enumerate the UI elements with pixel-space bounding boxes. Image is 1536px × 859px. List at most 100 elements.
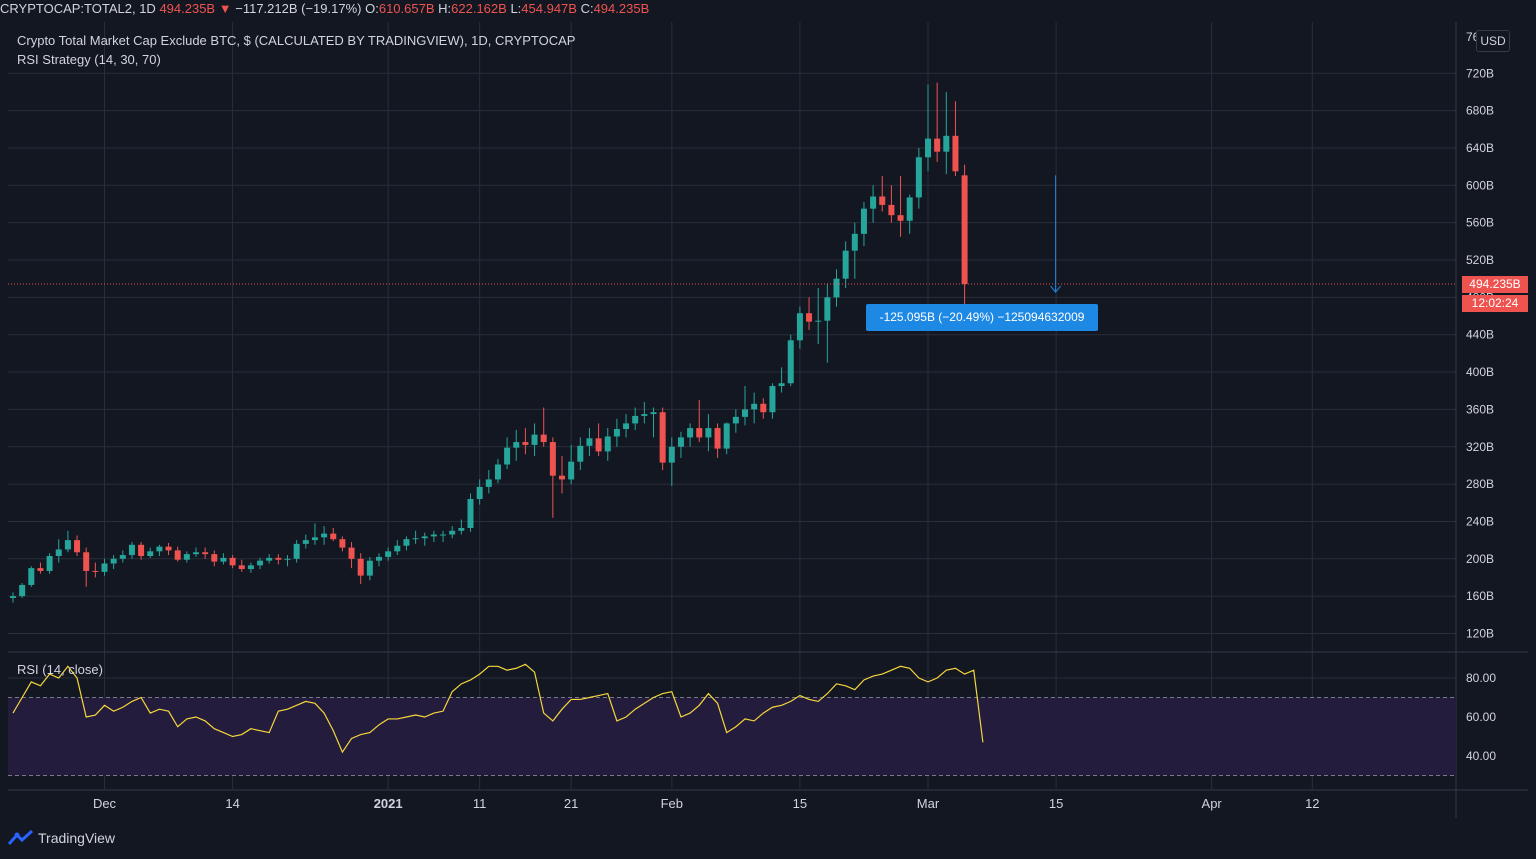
candle-body [421, 536, 428, 539]
candle-body [211, 554, 218, 562]
candle-body [623, 423, 630, 430]
candle-body [284, 558, 291, 560]
candle-body [915, 157, 922, 198]
price-tick-label: 600B [1466, 178, 1494, 192]
price-tick-label: 200B [1466, 552, 1494, 566]
measure-label[interactable]: -125.095B (−20.49%) −125094632009 [866, 304, 1098, 331]
candle-body [906, 197, 913, 221]
candle-body [586, 438, 593, 446]
time-tick-label: Dec [93, 796, 117, 811]
countdown-tag: 12:02:24 [1462, 295, 1528, 312]
price-tick-label: 440B [1466, 328, 1494, 342]
candles [10, 82, 968, 603]
time-tick-label: 11 [473, 796, 487, 811]
candle-body [476, 486, 483, 500]
candle-body [540, 434, 547, 443]
candle-body [870, 196, 877, 209]
candle-body [723, 423, 730, 449]
price-tick-label: 280B [1466, 477, 1494, 491]
candle-body [531, 434, 538, 445]
last-price: 494.235B [159, 1, 216, 16]
price-tick-label: 160B [1466, 589, 1494, 603]
price-tick-label: 520B [1466, 253, 1494, 267]
candle-body [742, 409, 748, 417]
price-tick-label: 240B [1466, 514, 1494, 528]
candle-body [632, 415, 639, 424]
candle-body [696, 428, 703, 438]
price-tick-label: 120B [1466, 627, 1494, 641]
candle-body [796, 313, 803, 341]
candle-body [467, 499, 474, 528]
candle-body [760, 403, 767, 413]
candle-body [604, 436, 611, 452]
high-label: H: [438, 1, 452, 16]
high-value: 622.162B [451, 1, 507, 16]
candle-body [815, 320, 822, 322]
candle-body [321, 533, 328, 538]
candle-body [851, 233, 858, 251]
candle-body [494, 464, 501, 480]
candle-body [577, 445, 584, 462]
candle-body [824, 297, 831, 321]
candle-body [952, 135, 959, 172]
candle-body [595, 438, 602, 452]
candle-body [522, 442, 529, 445]
candle-body [430, 534, 437, 537]
candle-body [183, 554, 190, 560]
candle-body [860, 208, 867, 234]
time-tick-label: 21 [564, 796, 578, 811]
currency-badge[interactable]: USD [1476, 30, 1510, 52]
candle-body [787, 340, 794, 384]
candle-body [732, 416, 739, 424]
candle-body [751, 403, 758, 410]
candle-body [220, 557, 227, 562]
measure-arrow-head [1050, 285, 1061, 293]
candle-body [934, 138, 941, 152]
candle-body [385, 551, 392, 557]
price-tick-label: 360B [1466, 402, 1494, 416]
candle-body [879, 196, 886, 205]
time-tick-label: 14 [225, 796, 239, 811]
tradingview-logo-icon [8, 830, 34, 845]
candle-body [64, 540, 71, 550]
candle-body [266, 557, 273, 561]
candle-body [650, 412, 657, 415]
candle-body [687, 428, 694, 438]
price-change: −117.212B (−19.17%) [235, 1, 362, 16]
candle-body [55, 549, 62, 556]
candle-body [165, 546, 172, 551]
candle-body [961, 175, 968, 285]
low-label: L: [510, 1, 522, 16]
candle-body [833, 278, 840, 298]
rsi-legend[interactable]: RSI (14, close) [17, 662, 103, 677]
low-value: 454.947B [521, 1, 577, 16]
candle-body [110, 558, 117, 564]
symbol-name[interactable]: CRYPTOCAP:TOTAL2, 1D [0, 1, 156, 16]
candle-body [513, 442, 520, 448]
brand-logo[interactable]: TradingView [8, 830, 115, 846]
rsi-line [12, 663, 984, 754]
candle-body [677, 437, 684, 447]
candle-body [806, 313, 813, 322]
candle-body [10, 596, 16, 599]
candle-body [449, 530, 456, 535]
time-tick-label: Mar [917, 796, 940, 811]
candle-body [138, 544, 145, 556]
candle-body [229, 557, 236, 566]
strategy-legend[interactable]: RSI Strategy (14, 30, 70) [17, 52, 161, 67]
rsi-band [8, 697, 1456, 776]
candle-body [293, 543, 300, 559]
candle-body [302, 540, 309, 544]
time-tick-label: 12 [1305, 796, 1319, 811]
candle-body [46, 555, 53, 571]
price-tick-label: 720B [1466, 66, 1494, 80]
candle-body [394, 545, 401, 552]
open-label: O: [365, 1, 379, 16]
last-price-tag: 494.235B [1462, 276, 1528, 293]
candle-body [943, 135, 950, 152]
rsi-band-fill [8, 697, 1456, 776]
candle-body [668, 446, 675, 463]
candle-body [376, 556, 382, 561]
price-tick-label: 320B [1466, 440, 1494, 454]
